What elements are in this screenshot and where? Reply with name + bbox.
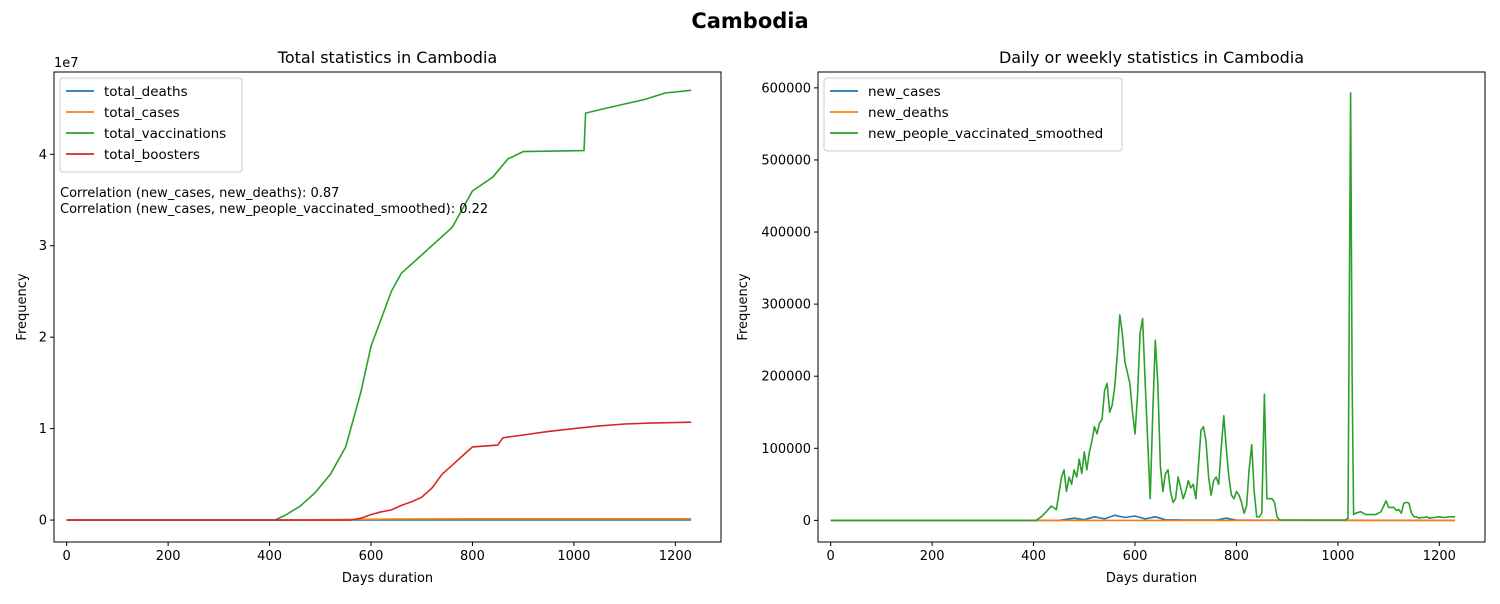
y-tick-label: 0: [39, 514, 47, 529]
y-tick-label: 1: [39, 422, 47, 437]
x-axis-label: Days duration: [1106, 571, 1197, 586]
y-axis-label: Frequency: [736, 273, 751, 340]
legend-label-total-boosters: total_boosters: [104, 147, 200, 163]
y-tick-label: 400000: [761, 226, 811, 241]
series-line-new-people-vaccinated-smoothed: [831, 93, 1455, 521]
x-tick-label: 400: [1021, 549, 1046, 564]
legend-label-total-deaths: total_deaths: [104, 84, 188, 100]
legend-label-new-deaths: new_deaths: [868, 105, 949, 121]
legend-label-new-people-vaccinated-smoothed: new_people_vaccinated_smoothed: [868, 126, 1103, 142]
x-axis-label: Days duration: [342, 571, 433, 586]
plot-title: Total statistics in Cambodia: [277, 48, 497, 67]
x-tick-label: 800: [1224, 549, 1249, 564]
x-tick-label: 1200: [1423, 549, 1456, 564]
y-tick-label: 200000: [761, 370, 811, 385]
x-tick-label: 200: [920, 549, 945, 564]
y-axis-label: Frequency: [15, 273, 30, 340]
legend-label-total-cases: total_cases: [104, 105, 180, 121]
series-lines: [831, 93, 1455, 521]
y-tick-label: 4: [39, 148, 47, 163]
x-tick-label: 200: [156, 549, 181, 564]
x-tick-label: 800: [460, 549, 485, 564]
legend-label-new-cases: new_cases: [868, 84, 941, 100]
y-tick-label: 300000: [761, 298, 811, 313]
y-tick-label: 2: [39, 331, 47, 346]
x-tick-label: 1000: [557, 549, 590, 564]
y-offset-label: 1e7: [54, 56, 79, 71]
x-tick-label: 600: [1123, 549, 1148, 564]
plot-title: Daily or weekly statistics in Cambodia: [999, 48, 1304, 67]
x-tick-label: 1000: [1321, 549, 1354, 564]
x-tick-label: 0: [63, 549, 71, 564]
x-tick-label: 1200: [659, 549, 692, 564]
y-tick-label: 600000: [761, 81, 811, 96]
x-tick-label: 400: [257, 549, 282, 564]
y-tick-label: 0: [803, 514, 811, 529]
series-line-total-boosters: [67, 422, 691, 520]
legend-label-total-vaccinations: total_vaccinations: [104, 126, 226, 142]
figure-title: Cambodia: [691, 9, 808, 33]
total-statistics-chart: 0 200 400 600 800 1000 1200 0 1 2 3 4 1e7 Total stati…: [15, 48, 721, 586]
y-tick-label: 3: [39, 239, 47, 254]
x-tick-label: 0: [827, 549, 835, 564]
x-tick-label: 600: [359, 549, 384, 564]
y-tick-label: 100000: [761, 442, 811, 457]
y-tick-label: 500000: [761, 153, 811, 168]
correlation-vaccinated-annotation: Correlation (new_cases, new_people_vacci…: [60, 202, 488, 217]
daily-statistics-chart: 0 200 400 600 800 1000 1200 0 100000 200000 300000…: [736, 48, 1485, 586]
correlation-deaths-annotation: Correlation (new_cases, new_deaths): 0.8…: [60, 186, 339, 201]
